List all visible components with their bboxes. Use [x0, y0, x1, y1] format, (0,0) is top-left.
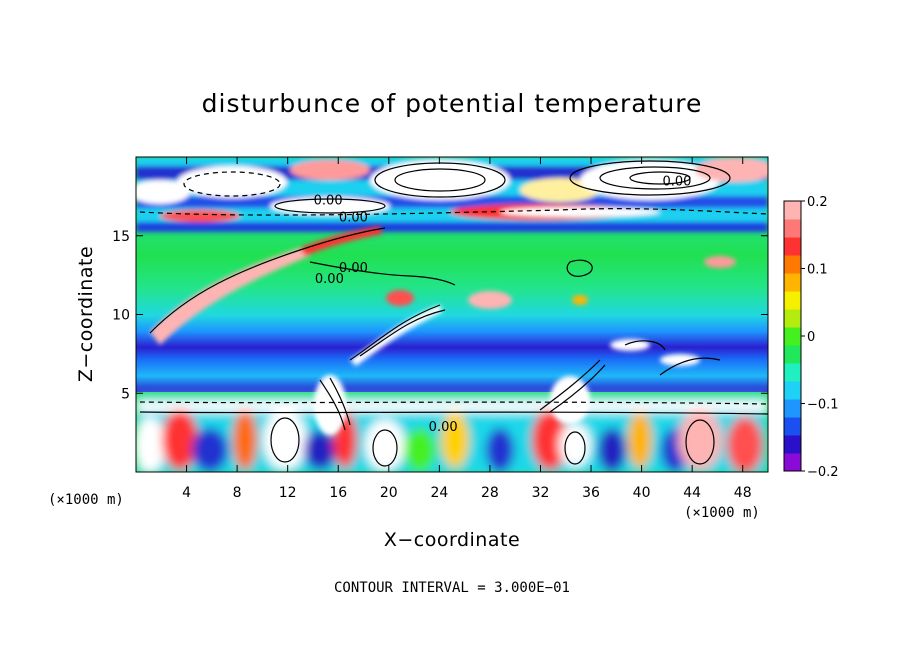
y-axis-ticks: 5 10 15	[112, 229, 768, 402]
colorbar-swatch	[784, 327, 801, 346]
x-tick-label: 4	[182, 485, 191, 501]
x-tick-label: 8	[233, 485, 242, 501]
colorbar-swatch	[784, 345, 801, 364]
upper-layer-field	[136, 157, 768, 232]
colorbar-swatch	[784, 273, 801, 292]
y-tick-label: 5	[121, 386, 130, 402]
colorbar-swatch	[784, 363, 801, 382]
lower-layer-field	[136, 395, 768, 472]
colorbar-swatch	[784, 219, 801, 238]
x-tick-label: 40	[633, 485, 651, 501]
contour-label: 0.00	[429, 420, 458, 435]
colorbar-tick-label: 0.2	[807, 195, 828, 210]
contour-labels: 0.000.000.000.000.000.00	[314, 174, 692, 435]
x-tick-label: 44	[683, 485, 701, 501]
x-unit-right: (×1000 m)	[684, 505, 760, 521]
stratified-band	[136, 232, 768, 392]
x-tick-label: 36	[582, 485, 600, 501]
plot-area: 0.000.000.000.000.000.00	[136, 157, 768, 472]
colorbar: 0.2 0.1 0 −0.1 −0.2	[783, 195, 839, 480]
contour-label: 0.00	[339, 261, 368, 276]
x-axis-ticks: 4 8 12 16 20 24 28 32 36 40 44 48	[182, 157, 752, 501]
x-tick-label: 20	[380, 485, 398, 501]
colorbar-swatch	[784, 417, 801, 436]
colorbar-swatch	[784, 381, 801, 400]
y-axis-label: Z−coordinate	[75, 246, 97, 382]
x-tick-label: 24	[430, 485, 448, 501]
y-tick-label: 10	[112, 308, 130, 324]
contour-label: 0.00	[663, 174, 692, 189]
contour-label: 0.00	[315, 272, 344, 287]
y-tick-label: 15	[112, 229, 130, 245]
colorbar-swatch	[784, 435, 801, 454]
contour-interval-note: CONTOUR INTERVAL = 3.000E−01	[334, 580, 570, 596]
colorbar-tick-label: 0	[807, 330, 815, 345]
contour-lines	[139, 160, 768, 467]
x-tick-label: 12	[279, 485, 297, 501]
colorbar-swatch	[784, 309, 801, 328]
x-tick-label: 28	[481, 485, 499, 501]
colorbar-tick-label: −0.2	[807, 465, 839, 480]
chart-title: disturbunce of potential temperature	[202, 89, 703, 118]
contour-label: 0.00	[339, 211, 368, 226]
colorbar-swatch	[784, 201, 801, 220]
contour-label: 0.00	[314, 193, 343, 208]
colorbar-swatch	[784, 291, 801, 310]
colorbar-swatch	[784, 255, 801, 274]
x-unit-left: (×1000 m)	[48, 492, 124, 508]
colorbar-tick-label: 0.1	[807, 263, 828, 278]
x-tick-label: 48	[734, 485, 752, 501]
colorbar-swatch	[784, 399, 801, 418]
x-tick-label: 16	[329, 485, 347, 501]
colorbar-swatch	[784, 453, 801, 472]
colorbar-swatch	[784, 237, 801, 256]
colorbar-tick-label: −0.1	[807, 398, 839, 413]
x-tick-label: 32	[532, 485, 550, 501]
x-axis-label: X−coordinate	[384, 529, 520, 551]
